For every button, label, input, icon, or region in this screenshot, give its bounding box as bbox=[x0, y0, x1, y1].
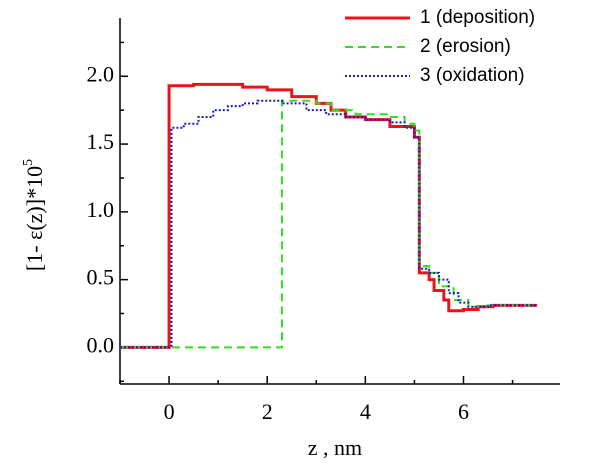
y-label-text: [1- ε(z)]*10 bbox=[22, 166, 47, 271]
y-label-exponent: 5 bbox=[21, 159, 36, 166]
x-tick-label: 6 bbox=[458, 399, 469, 424]
y-tick-label: 2.0 bbox=[87, 61, 115, 86]
y-tick-label: 0.0 bbox=[87, 332, 115, 357]
x-tick-label: 0 bbox=[164, 399, 175, 424]
data-line bbox=[120, 82, 538, 349]
data-line bbox=[120, 99, 538, 349]
legend-label: 3 (oxidation) bbox=[420, 65, 525, 86]
legend-label: 2 (erosion) bbox=[420, 36, 511, 57]
data-line bbox=[120, 99, 538, 349]
x-tick-label: 2 bbox=[262, 399, 273, 424]
x-axis-label: z , nm bbox=[308, 435, 362, 460]
y-tick-label: 1.5 bbox=[87, 129, 115, 154]
y-axis-label: [1- ε(z)]*105 bbox=[21, 159, 47, 271]
y-tick-label: 0.5 bbox=[87, 265, 115, 290]
legend-label: 1 (deposition) bbox=[420, 7, 535, 28]
y-tick-label: 1.0 bbox=[87, 197, 115, 222]
x-tick-label: 4 bbox=[360, 399, 371, 424]
